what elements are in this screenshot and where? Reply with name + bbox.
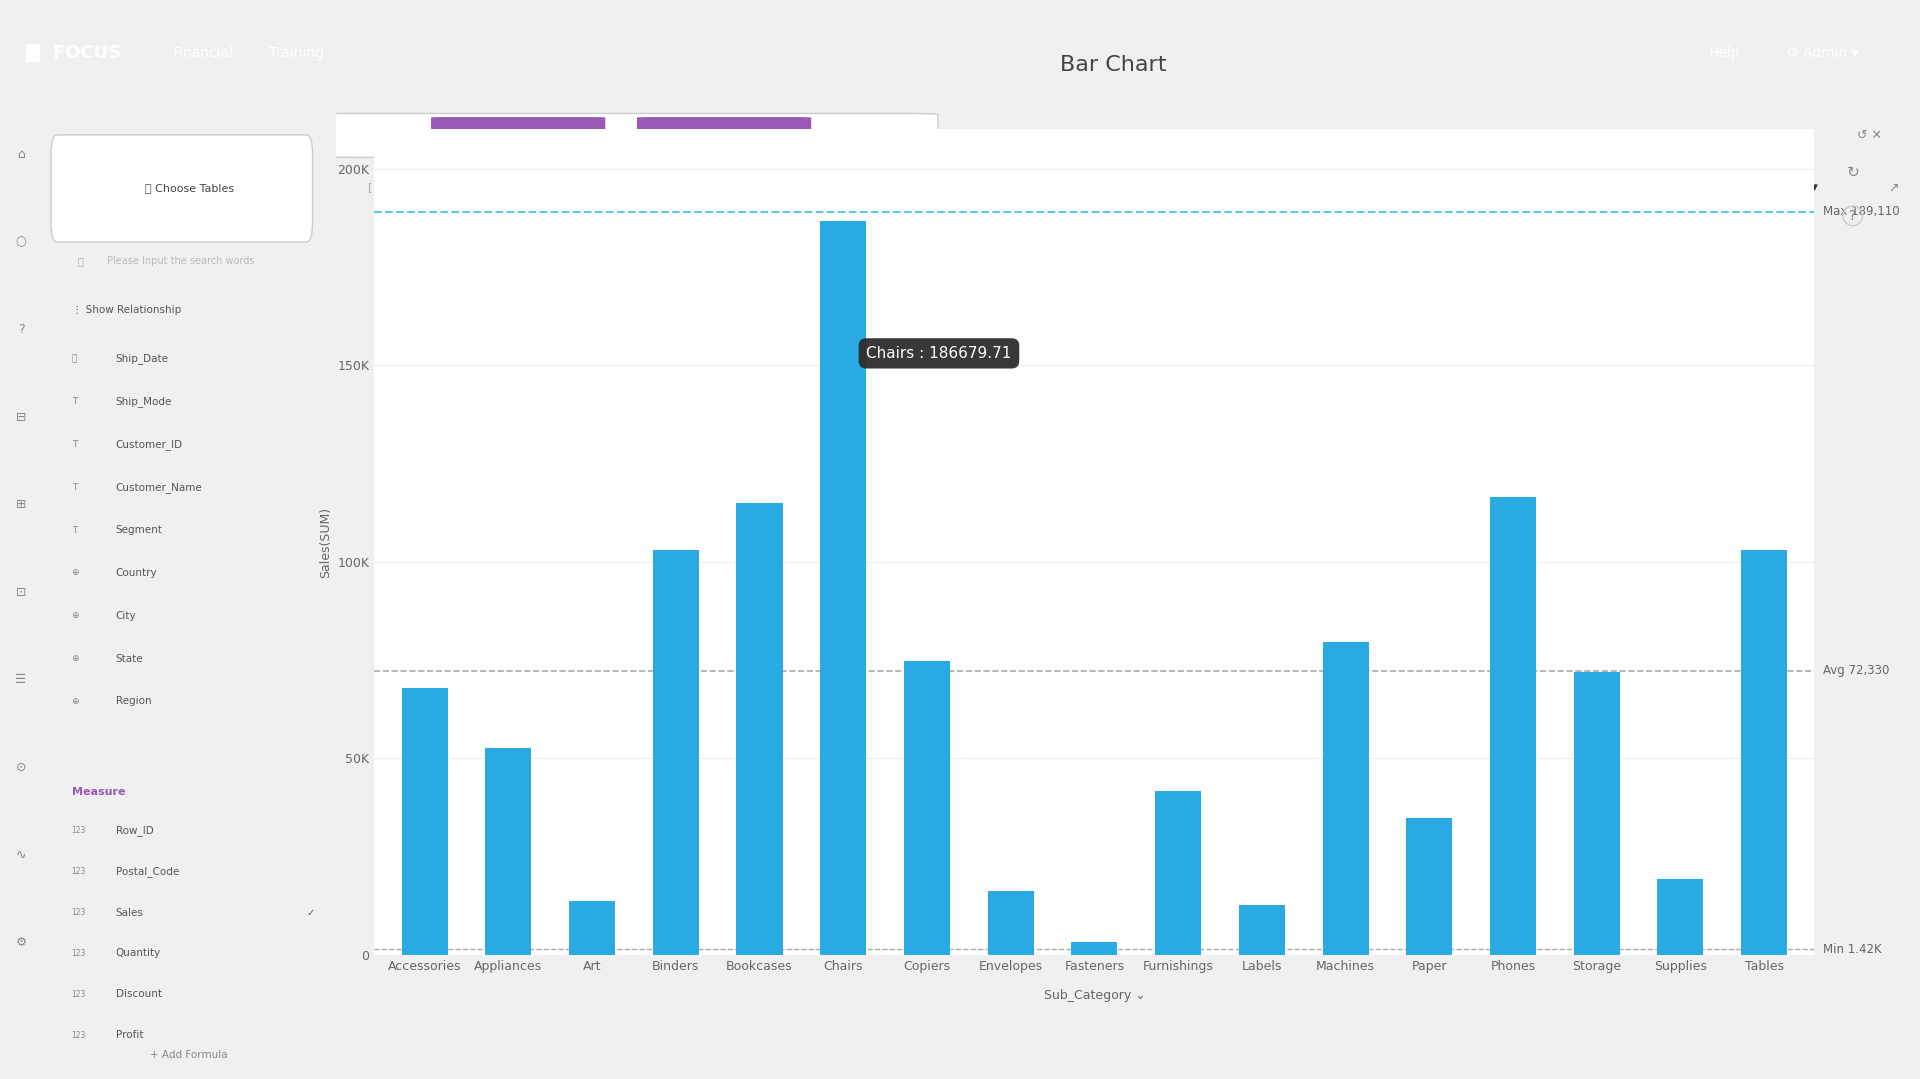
Text: ⊡: ⊡ xyxy=(15,586,27,599)
FancyBboxPatch shape xyxy=(637,117,812,154)
Text: Training: Training xyxy=(269,46,324,59)
Text: ↻: ↻ xyxy=(1847,165,1859,180)
Text: Postal_Code: Postal_Code xyxy=(115,866,179,877)
Text: ✓: ✓ xyxy=(307,907,315,917)
Text: Country: Country xyxy=(115,568,157,578)
Text: Profit: Profit xyxy=(115,1030,144,1040)
Text: 123: 123 xyxy=(71,948,86,958)
Bar xyxy=(1405,818,1452,955)
Text: Discount: Discount xyxy=(115,989,161,999)
Text: Financial: Financial xyxy=(173,46,234,59)
FancyBboxPatch shape xyxy=(52,135,313,242)
Bar xyxy=(1071,942,1117,955)
Bar xyxy=(1741,550,1788,955)
Text: Help: Help xyxy=(1709,46,1740,59)
Text: ⊞: ⊞ xyxy=(15,498,27,511)
Text: 123: 123 xyxy=(71,1030,86,1040)
Text: City: City xyxy=(115,611,136,620)
Text: ○: ○ xyxy=(15,235,27,248)
Text: Ship_Mode: Ship_Mode xyxy=(115,396,173,407)
Text: ⊟: ⊟ xyxy=(15,411,27,424)
Text: Bar Chart: Bar Chart xyxy=(1060,55,1167,74)
Text: Sales: Sales xyxy=(115,907,144,917)
Text: 🗓: 🗓 xyxy=(71,354,77,364)
Text: Actions ▾: Actions ▾ xyxy=(1763,181,1818,194)
Text: Region: Region xyxy=(115,696,152,707)
Text: 123: 123 xyxy=(71,909,86,917)
Bar xyxy=(987,891,1033,955)
Bar xyxy=(568,901,614,955)
Text: + Add Formula: + Add Formula xyxy=(150,1050,228,1060)
Bar xyxy=(737,503,783,955)
Text: T: T xyxy=(71,525,77,534)
Bar xyxy=(904,661,950,955)
Text: T: T xyxy=(71,440,77,449)
Text: Customer_ID: Customer_ID xyxy=(115,439,182,450)
Text: ▐▌ FOCUS: ▐▌ FOCUS xyxy=(19,43,121,63)
Text: Customer_Name: Customer_Name xyxy=(115,482,202,493)
Text: ?: ? xyxy=(17,323,25,336)
Bar xyxy=(820,221,866,955)
Text: ⋮ Show Relationship: ⋮ Show Relationship xyxy=(71,305,180,315)
Bar xyxy=(1323,642,1369,955)
Text: ⊕: ⊕ xyxy=(71,611,79,620)
Bar xyxy=(401,688,447,955)
Text: ⊕: ⊕ xyxy=(71,654,79,664)
Text: Segment: Segment xyxy=(115,525,163,535)
Text: Sales  ×: Sales × xyxy=(708,131,751,140)
Text: ⚙ Admin ▾: ⚙ Admin ▾ xyxy=(1786,46,1859,59)
FancyBboxPatch shape xyxy=(430,117,605,154)
Text: Please Input the search words: Please Input the search words xyxy=(108,257,253,267)
Text: Quantity: Quantity xyxy=(115,948,161,958)
Text: ?: ? xyxy=(1849,209,1857,222)
Text: T: T xyxy=(71,482,77,492)
Text: 123: 123 xyxy=(71,868,86,876)
Text: ⚙: ⚙ xyxy=(15,937,27,950)
Y-axis label: Sales(SUM): Sales(SUM) xyxy=(319,507,332,577)
Text: T: T xyxy=(71,397,77,406)
Text: [ ANSWER ] english: [ ANSWER ] english xyxy=(369,182,476,193)
X-axis label: Sub_Category ⌄: Sub_Category ⌄ xyxy=(1044,989,1144,1002)
Bar xyxy=(653,550,699,955)
Text: Ship_Date: Ship_Date xyxy=(115,353,169,365)
Text: 123: 123 xyxy=(71,989,86,999)
Text: 🔍: 🔍 xyxy=(77,257,83,267)
Text: Avg 72,330: Avg 72,330 xyxy=(1822,664,1889,678)
Text: Row_ID: Row_ID xyxy=(115,825,154,836)
Text: 😊  📌  ⚙  ⊞  ○: 😊 📌 ⚙ ⊞ ○ xyxy=(1476,181,1571,194)
Text: State: State xyxy=(115,654,144,664)
Text: ⊕: ⊕ xyxy=(71,569,79,577)
Text: 🔍: 🔍 xyxy=(384,128,392,142)
Bar xyxy=(1490,497,1536,955)
Bar xyxy=(1574,672,1620,955)
Text: ⌂: ⌂ xyxy=(17,148,25,161)
Text: ∿: ∿ xyxy=(15,849,27,862)
Text: Sub_Category  ×: Sub_Category × xyxy=(503,129,591,141)
Text: ☰: ☰ xyxy=(15,673,27,686)
FancyBboxPatch shape xyxy=(321,113,937,158)
Text: Measure: Measure xyxy=(71,787,125,797)
Text: Chairs : 186679.71: Chairs : 186679.71 xyxy=(866,346,1012,360)
Text: Max 189,110: Max 189,110 xyxy=(1822,205,1899,218)
Text: ⊕: ⊕ xyxy=(71,697,79,706)
Text: 📊 Choose Tables: 📊 Choose Tables xyxy=(144,183,234,193)
Text: ⊙: ⊙ xyxy=(15,761,27,774)
Text: Min 1.42K: Min 1.42K xyxy=(1822,943,1882,956)
Bar xyxy=(1238,904,1284,955)
Text: ↺ ✕: ↺ ✕ xyxy=(1857,128,1882,142)
Text: ↗: ↗ xyxy=(1887,181,1899,194)
Text: 123: 123 xyxy=(71,827,86,835)
Bar xyxy=(1156,791,1202,955)
Bar xyxy=(486,748,532,955)
Bar xyxy=(1657,879,1703,955)
